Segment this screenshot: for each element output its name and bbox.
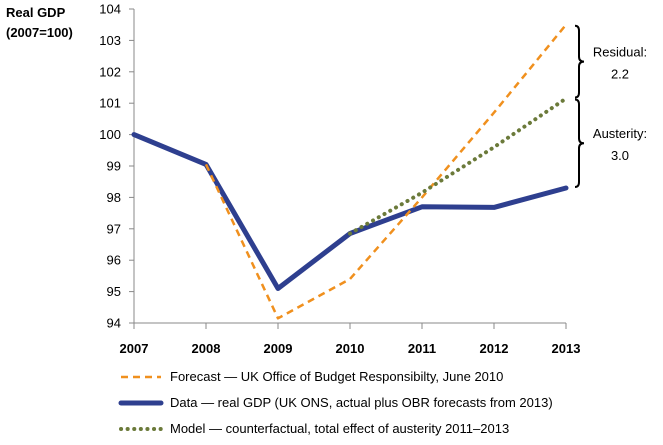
legend-label-forecast: Forecast — UK Office of Budget Responsib… bbox=[170, 369, 503, 384]
series-forecast-line bbox=[204, 23, 567, 320]
y-tick-label: 103 bbox=[99, 33, 121, 48]
y-tick-label: 99 bbox=[107, 159, 121, 174]
annotation-label: Austerity: bbox=[593, 126, 647, 141]
annotation-label: Residual: bbox=[593, 45, 647, 60]
annotations: Residual: 2.2 Austerity: 3.0 bbox=[574, 24, 647, 188]
series-data-line bbox=[131, 132, 569, 291]
x-tick-label: 2010 bbox=[336, 341, 365, 356]
y-axis-title-line1: Real GDP bbox=[6, 5, 66, 20]
x-tick-label: 2012 bbox=[480, 341, 509, 356]
x-tick-label: 2009 bbox=[264, 341, 293, 356]
x-tick-label: 2011 bbox=[408, 341, 436, 356]
y-tick-label: 96 bbox=[107, 253, 121, 268]
y-tick-label: 102 bbox=[99, 64, 121, 79]
legend-label-data: Data — real GDP (UK ONS, actual plus OBR… bbox=[170, 395, 553, 410]
y-tick-label: 95 bbox=[107, 284, 121, 299]
x-tick-label: 2013 bbox=[552, 341, 581, 356]
x-tick-label: 2008 bbox=[192, 341, 221, 356]
annotation-value: 2.2 bbox=[611, 67, 629, 82]
x-tick-label: 2007 bbox=[120, 341, 149, 356]
series-forecast bbox=[204, 23, 567, 320]
legend-item-model: Model — counterfactual, total effect of … bbox=[119, 421, 509, 436]
y-tick-label: 101 bbox=[99, 96, 121, 111]
y-tick-label: 98 bbox=[107, 190, 121, 205]
legend-label-model: Model — counterfactual, total effect of … bbox=[170, 421, 509, 436]
series-data bbox=[131, 132, 569, 291]
y-tick-label: 104 bbox=[99, 2, 121, 17]
y-tick-label: 100 bbox=[99, 127, 121, 142]
legend-item-forecast: Forecast — UK Office of Budget Responsib… bbox=[121, 369, 503, 384]
annotation-value: 3.0 bbox=[611, 148, 629, 163]
series-model-line bbox=[348, 96, 568, 236]
legend: Forecast — UK Office of Budget Responsib… bbox=[118, 369, 553, 436]
y-tick-label: 97 bbox=[107, 221, 121, 236]
axes: 94 95 96 97 98 99 100 101 102 103 104 2007 2008 2009 2… bbox=[99, 2, 580, 357]
series-model bbox=[348, 96, 568, 236]
y-axis-title-line2: (2007=100) bbox=[6, 25, 73, 40]
annotation-brace bbox=[574, 98, 585, 188]
y-tick-label: 94 bbox=[107, 316, 121, 331]
series-layer bbox=[131, 23, 569, 320]
annotation-brace bbox=[574, 24, 585, 99]
legend-item-data: Data — real GDP (UK ONS, actual plus OBR… bbox=[118, 395, 553, 410]
